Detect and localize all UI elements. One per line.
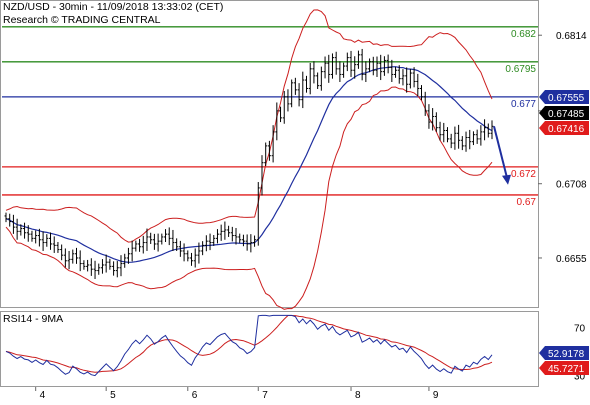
candles bbox=[4, 48, 494, 279]
level-lines: 0.682 0.6795 0.677 0.672 0.67 bbox=[2, 26, 538, 208]
rsi-panel-frame bbox=[0, 311, 539, 387]
rsi-title: RSI14 - 9MA bbox=[3, 313, 63, 325]
rsi-badge-label-0: 52.9178 bbox=[548, 349, 585, 360]
bollinger-bands bbox=[5, 9, 493, 310]
price-badge-0 bbox=[539, 90, 589, 104]
forecast-arrow-shaft bbox=[493, 126, 508, 178]
price-axis: 0.68140.6760.67080.66550.675550.674850.6… bbox=[538, 31, 589, 265]
rsi-ma-line bbox=[5, 315, 493, 373]
date-tick-label-2: 6 bbox=[192, 390, 198, 400]
rsi-tick-label-1: 30 bbox=[574, 371, 586, 382]
rsi-badge-1 bbox=[539, 361, 589, 375]
level-label-3: 0.672 bbox=[511, 169, 536, 180]
date-tick-label-1: 5 bbox=[110, 390, 116, 400]
rsi-badge-label-1: 45.7271 bbox=[548, 364, 585, 375]
bollinger-lower bbox=[5, 86, 493, 310]
date-tick-label-4: 8 bbox=[355, 390, 361, 400]
rsi-badge-0 bbox=[539, 346, 589, 360]
price-badge-label-1: 0.67485 bbox=[548, 109, 585, 120]
price-badge-1 bbox=[539, 106, 589, 120]
rsi-axis: 70 30 52.9178 45.7271 bbox=[539, 323, 589, 382]
level-label-1: 0.6795 bbox=[505, 64, 536, 75]
forecast-arrow bbox=[493, 126, 511, 185]
price-tick-label-2: 0.6708 bbox=[556, 180, 587, 191]
date-tick-label-3: 7 bbox=[262, 390, 268, 400]
date-axis: 4 5 6 7 8 9 bbox=[35, 387, 439, 401]
price-badge-2 bbox=[539, 121, 589, 135]
chart-credit: Research © TRADING CENTRAL bbox=[3, 14, 161, 26]
date-tick-label-5: 9 bbox=[433, 390, 439, 400]
price-badge-label-2: 0.67416 bbox=[548, 124, 585, 135]
rsi-line bbox=[5, 314, 493, 377]
rsi-lines bbox=[5, 314, 493, 377]
moving-average bbox=[5, 66, 493, 263]
ma-line bbox=[5, 66, 493, 263]
rsi-tick-label-0: 70 bbox=[574, 323, 586, 334]
level-label-2: 0.677 bbox=[511, 99, 536, 110]
level-label-0: 0.682 bbox=[511, 29, 536, 40]
forecast-arrow-head bbox=[502, 174, 511, 185]
level-label-4: 0.67 bbox=[517, 197, 537, 208]
chart-title: NZD/USD - 30min - 11/09/2018 13:33:02 (C… bbox=[3, 1, 223, 13]
price-badge-label-0: 0.67555 bbox=[548, 93, 585, 104]
price-tick-label-0: 0.6814 bbox=[556, 31, 587, 42]
price-tick-label-3: 0.6655 bbox=[556, 254, 587, 265]
bollinger-upper bbox=[5, 9, 493, 243]
date-tick-label-0: 4 bbox=[40, 390, 46, 400]
